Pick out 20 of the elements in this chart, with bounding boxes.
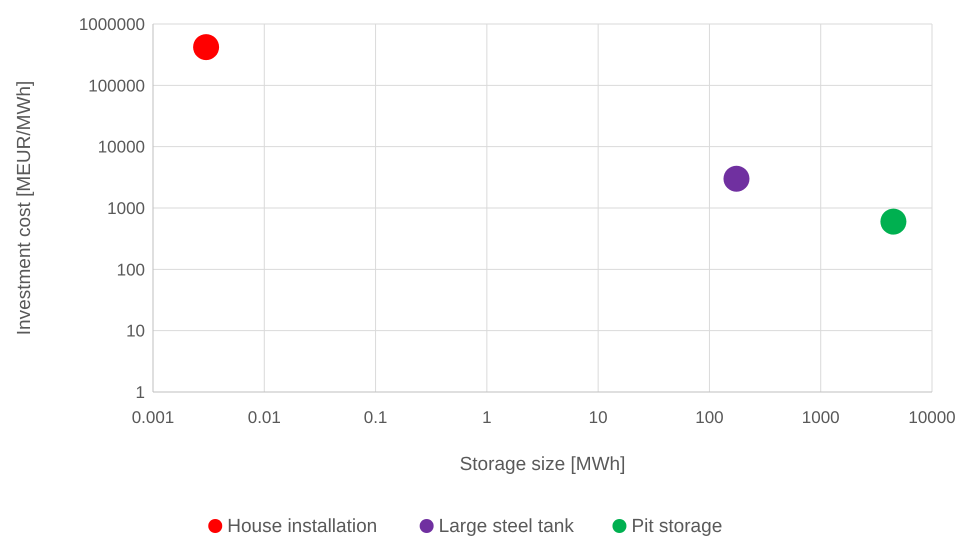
x-tick-label: 0.1 <box>364 408 388 427</box>
legend-label: Pit storage <box>631 516 722 537</box>
y-tick-label: 100000 <box>88 76 145 96</box>
legend-label: Large steel tank <box>438 516 574 537</box>
x-tick-label: 1000 <box>802 408 840 427</box>
x-tick-label: 10 <box>588 408 608 427</box>
x-tick-label: 1 <box>482 408 492 427</box>
x-tick-label: 100 <box>695 408 724 427</box>
y-tick-label: 10000 <box>98 138 145 157</box>
x-tick-label: 0.01 <box>248 408 281 427</box>
y-tick-label: 1000 <box>107 198 145 218</box>
x-tick-label: 10000 <box>908 408 956 427</box>
y-axis-title: Investment cost [MEUR/MWh] <box>14 80 35 336</box>
x-tick-label: 0.001 <box>132 408 174 427</box>
y-tick-label: 1000000 <box>78 14 145 34</box>
y-tick-label: 100 <box>116 260 145 280</box>
legend-label: House installation <box>227 516 378 537</box>
x-axis-title: Storage size [MWh] <box>460 454 626 475</box>
y-tick-label: 1 <box>136 382 145 402</box>
y-tick-label: 10 <box>126 322 145 341</box>
